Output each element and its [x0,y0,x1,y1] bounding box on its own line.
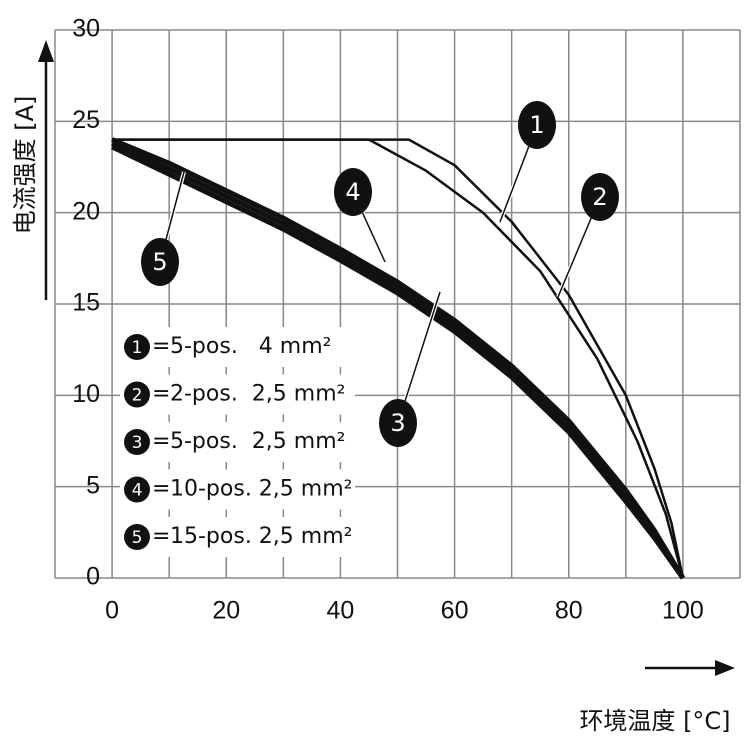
legend-separator: = [152,334,170,359]
legend-entry: 2-pos. 2,5 mm² [170,382,345,407]
x-tick-label: 0 [105,597,119,625]
callout-badge [141,238,179,286]
legend-badge [124,476,150,503]
legend-separator: = [152,382,170,407]
legend-bg [120,422,355,462]
x-tick-label: 80 [555,597,583,625]
y-axis-title: 电流强度 [A] [11,96,39,235]
legend-bg [120,517,355,557]
legend-separator: = [152,429,170,454]
callout-label: 3 [390,409,405,437]
series-line [112,138,685,579]
callout-label: 4 [345,178,360,206]
x-tick-label: 20 [212,597,240,625]
legend-badge [124,334,150,360]
y-tick-label: 30 [72,15,100,43]
series-line [112,138,685,579]
legend-badge-label: 1 [132,338,143,358]
legend-bg [120,327,355,367]
callout-badge [379,399,417,447]
series-line [111,141,685,580]
callout-badge [581,173,619,221]
legend-entry: 5-pos. 4 mm² [170,334,331,359]
y-tick-label: 20 [72,197,100,225]
x-tick-label: 100 [662,597,704,625]
legend-separator: = [152,477,170,502]
x-tick-label: 60 [441,597,469,625]
legend-bg [120,469,355,510]
axis-arrows [38,40,735,676]
legend-badge [124,524,150,550]
legend-bg [120,374,355,415]
y-tick-label: 25 [72,106,100,134]
legend-separator: = [152,524,170,549]
x-axis-title: 环境温度 [°C] [579,707,730,735]
callout-badge [518,101,556,149]
callout-label: 5 [152,248,167,276]
callout-badge [334,168,372,216]
callout-label: 2 [592,183,607,211]
legend-badge-label: 2 [132,386,143,406]
legend-badge-label: 5 [132,528,143,548]
callout-label: 1 [529,111,544,139]
y-tick-label: 10 [72,380,100,408]
legend-badge [124,429,150,455]
y-tick-label: 15 [72,289,100,317]
legend-badge [124,381,150,408]
legend-badge-label: 4 [132,481,143,501]
legend-entry: 5-pos. 2,5 mm² [170,429,345,454]
legend-badge-label: 3 [132,433,143,453]
y-tick-label: 0 [86,563,100,591]
y-tick-label: 5 [86,471,100,499]
x-tick-label: 40 [327,597,355,625]
series-line [111,137,686,580]
series-line [111,144,685,580]
legend-entry: 15-pos. 2,5 mm² [170,524,352,549]
legend-entry: 10-pos. 2,5 mm² [170,477,352,502]
